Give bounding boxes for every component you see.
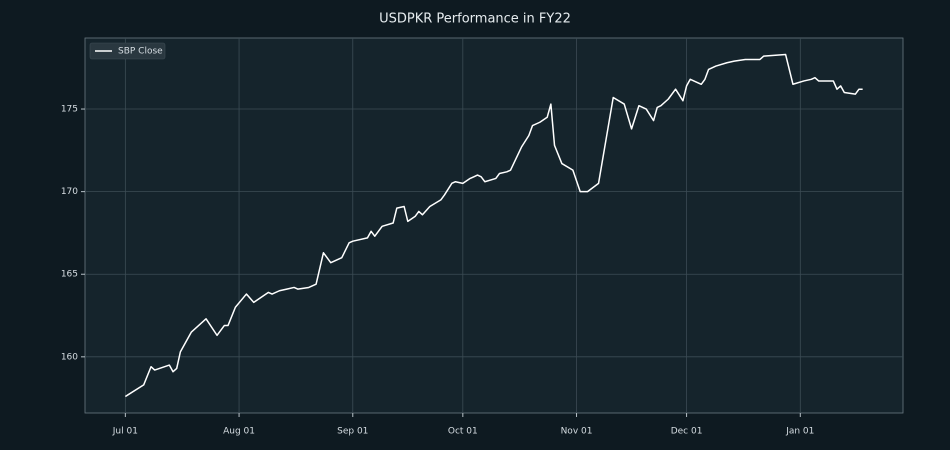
plot-area bbox=[84, 37, 904, 414]
x-tick-label: Sep 01 bbox=[337, 427, 368, 437]
x-tick-label: Oct 01 bbox=[448, 427, 478, 437]
legend-label: SBP Close bbox=[118, 47, 163, 57]
x-tick-label: Jan 01 bbox=[785, 427, 814, 437]
chart-title: USDPKR Performance in FY22 bbox=[379, 12, 571, 27]
legend: SBP Close bbox=[89, 42, 166, 60]
y-tick-label: 160 bbox=[61, 352, 78, 362]
legend-box bbox=[89, 42, 166, 60]
y-tick-label: 170 bbox=[61, 187, 78, 197]
x-tick-label: Aug 01 bbox=[223, 427, 255, 437]
y-tick-label: 175 bbox=[61, 105, 78, 115]
y-tick-label: 165 bbox=[61, 270, 78, 280]
x-tick-label: Jul 01 bbox=[112, 427, 138, 437]
line-series bbox=[124, 53, 863, 398]
x-tick-label: Nov 01 bbox=[561, 427, 593, 437]
x-tick-label: Dec 01 bbox=[671, 427, 703, 437]
